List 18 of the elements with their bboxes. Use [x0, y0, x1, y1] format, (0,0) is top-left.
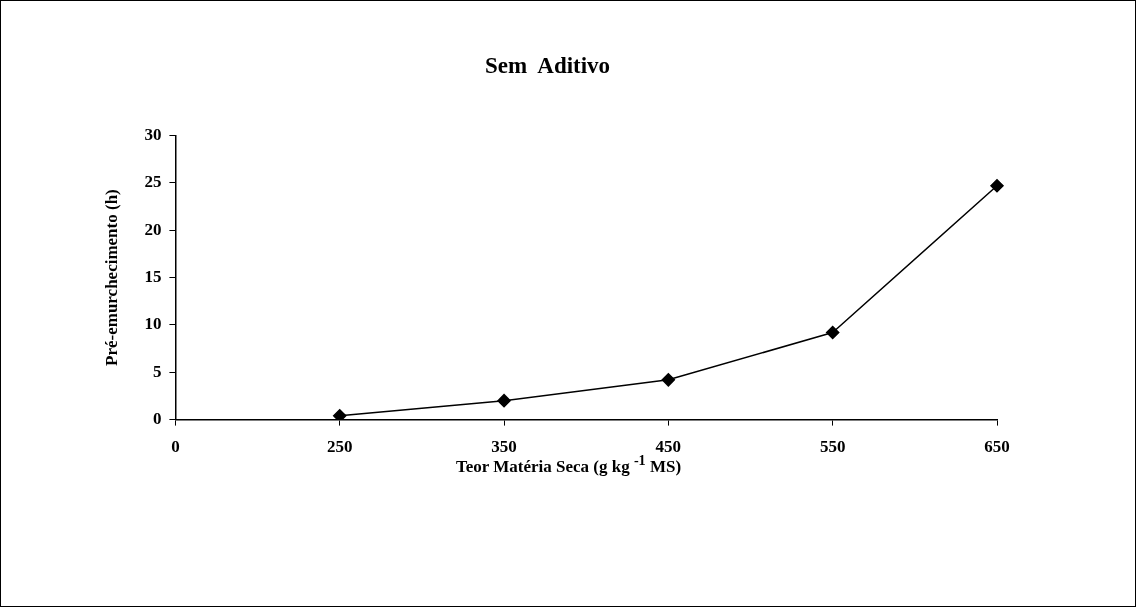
- point: [332, 409, 347, 420]
- point: [825, 325, 840, 340]
- point: [661, 373, 676, 387]
- x-tick-label: 550: [819, 437, 846, 457]
- y-tick-label: 20: [144, 219, 162, 239]
- y-axis-title: Pré-emurchecimento (h): [101, 189, 121, 366]
- x-tick-label: 250: [326, 437, 353, 457]
- chart-title: Sem Aditivo: [484, 52, 611, 78]
- y-tick-label: 25: [144, 172, 162, 192]
- y-tick-label: 10: [144, 314, 162, 334]
- x-tick-label: 650: [984, 437, 1010, 457]
- y-tick-label: 5: [152, 361, 162, 381]
- point: [990, 179, 1004, 193]
- x-tick-label: 0: [171, 437, 180, 457]
- y-tick-label: 15: [144, 266, 162, 286]
- y-tick-label: 30: [144, 124, 162, 144]
- point: [497, 393, 511, 408]
- y-tick-label: 0: [152, 408, 162, 428]
